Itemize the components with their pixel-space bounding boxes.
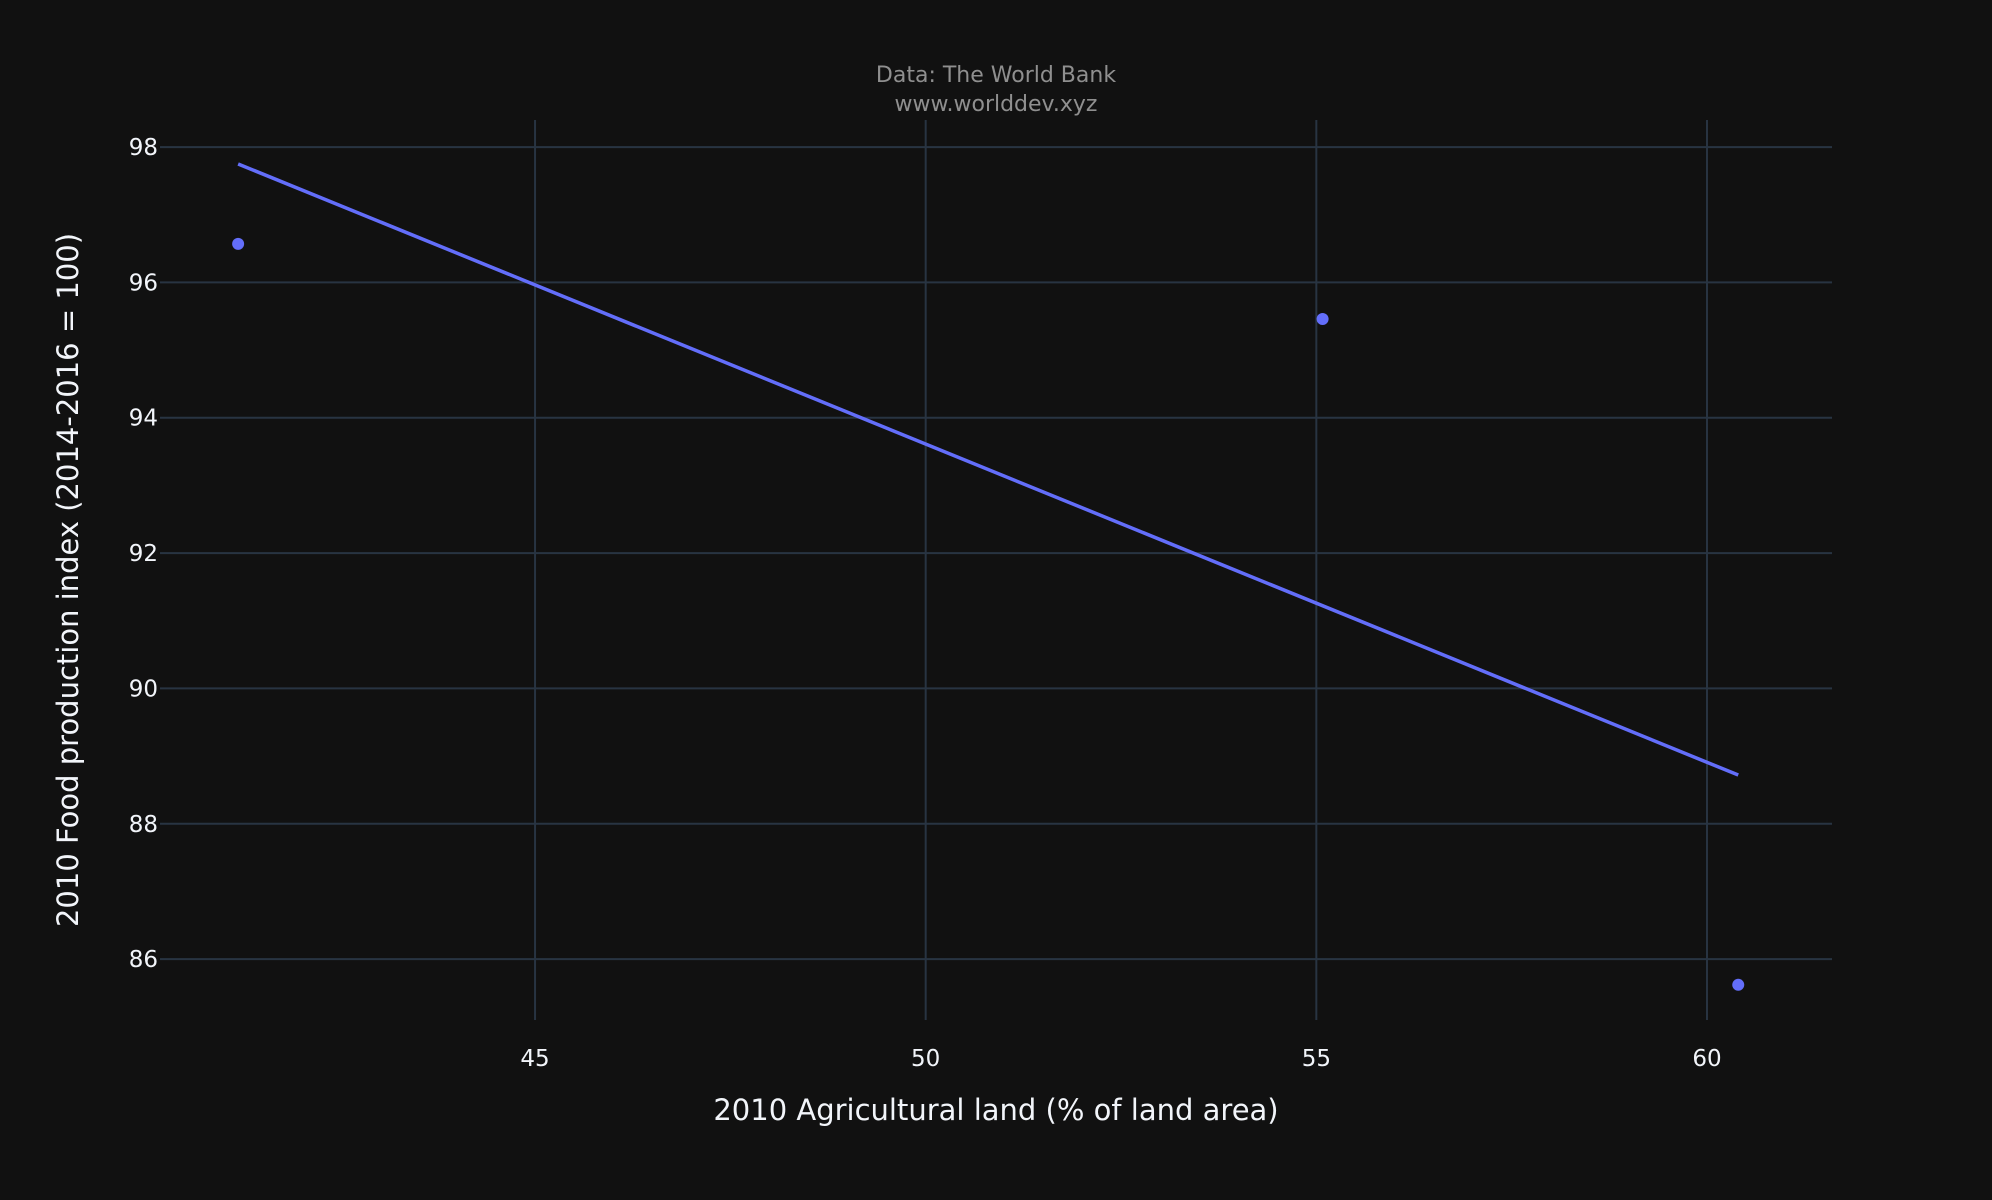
data-point[interactable]	[232, 237, 245, 250]
y-tick-label: 94	[129, 406, 158, 432]
y-tick-label: 86	[129, 947, 158, 973]
x-axis-title: 2010 Agricultural land (% of land area)	[713, 1093, 1278, 1127]
y-tick-label: 96	[129, 270, 158, 296]
x-tick-label: 45	[520, 1046, 549, 1072]
tick-labels: 45 50 55 60 86 88 90 92 94 96 98	[129, 135, 1722, 1072]
y-tick-label: 90	[129, 676, 158, 702]
source-line-1: Data: The World Bank	[876, 63, 1116, 88]
data-point[interactable]	[1316, 312, 1329, 325]
points-layer	[232, 237, 1745, 991]
x-tick-label: 55	[1302, 1046, 1331, 1072]
trendline	[237, 162, 1739, 777]
x-tick-label: 50	[911, 1046, 940, 1072]
y-tick-label: 98	[129, 135, 158, 161]
data-point[interactable]	[1732, 978, 1745, 991]
x-tick-label: 60	[1692, 1046, 1721, 1072]
y-tick-label: 92	[129, 541, 158, 567]
grid	[160, 120, 1832, 1020]
y-axis-title: 2010 Food production index (2014-2016 = …	[51, 233, 85, 927]
source-line-2: www.worlddev.xyz	[895, 92, 1098, 117]
trendline-layer	[237, 162, 1739, 777]
y-tick-label: 88	[129, 812, 158, 838]
